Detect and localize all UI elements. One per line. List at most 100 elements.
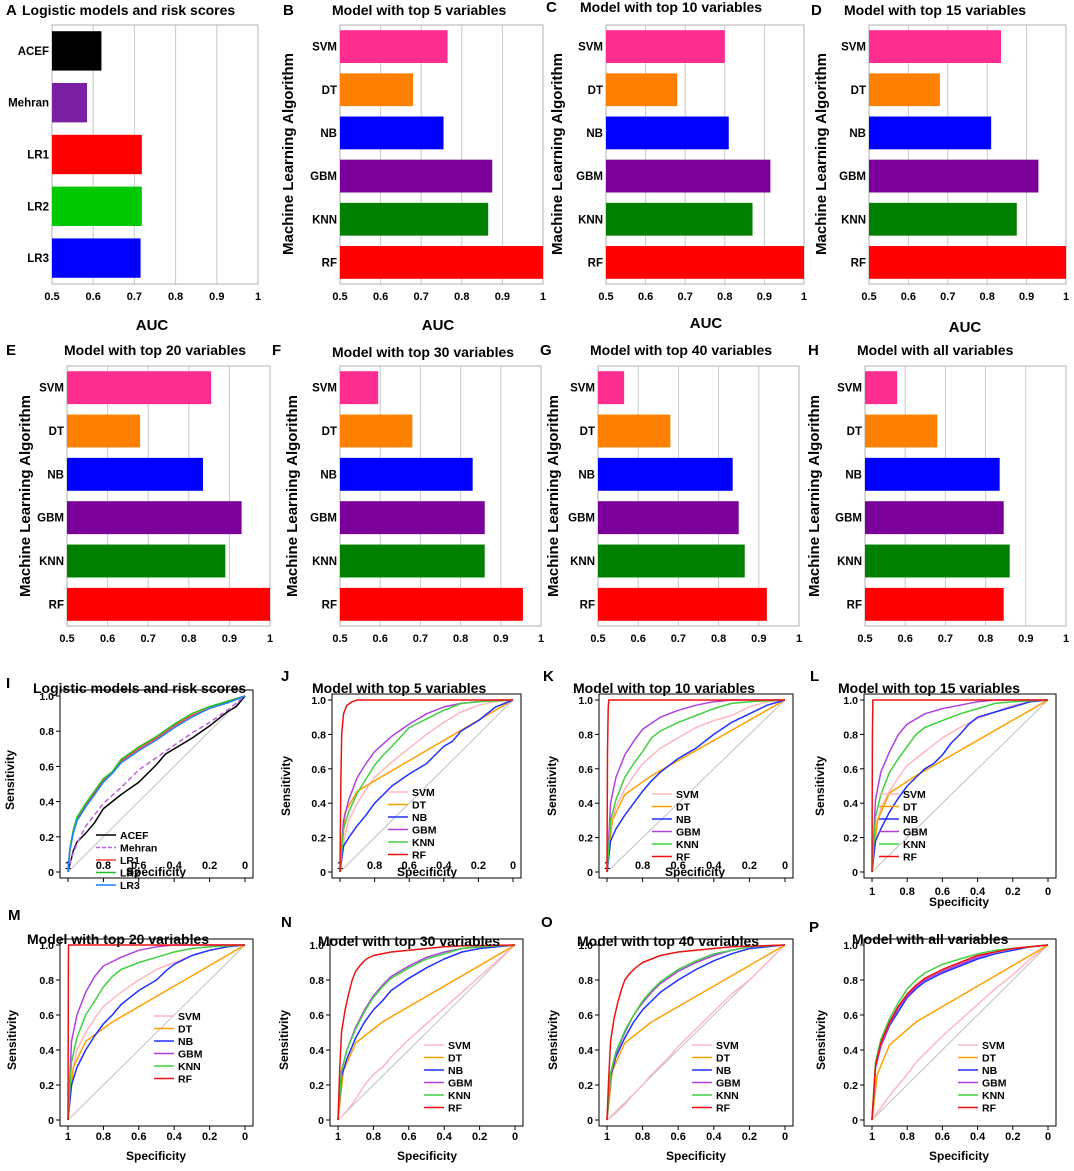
bar-svm [606,30,725,63]
legend-label: GBM [448,1078,473,1090]
legend-label: RF [676,852,691,864]
x-tick-label: 0.8 [635,1131,650,1143]
category-label: GBM [37,513,64,525]
bar-dt [340,414,413,448]
x-tick-label: 0.2 [742,1131,757,1143]
legend-label: SVM [676,789,699,801]
category-label: DT [322,85,337,97]
y-tick-label: 0 [48,867,54,879]
category-label: SVM [39,383,64,395]
bar-mehran [52,83,88,123]
x-tick-label: 0.4 [706,1131,722,1143]
x-tick-label: 0 [242,860,248,872]
y-tick-label: 0.2 [843,1080,858,1092]
x-tick-label: 0.7 [938,633,953,645]
legend-label: NB [178,1036,194,1048]
x-tick-label: 0.2 [1005,1131,1020,1143]
roc-curve-knn [606,944,786,1121]
y-axis-label: Sensitivity [813,756,827,816]
roc-curve-knn [871,699,1049,873]
roc-curve-knn [606,699,786,873]
bar-svm [340,30,448,63]
plot-frame [863,693,1057,879]
panel-letter: O [541,914,553,931]
y-tick-label: 0.6 [843,1010,858,1022]
x-tick-label: 1 [65,1131,71,1143]
bar-panel-g: 0.5 0.6 0.7 0.8 0.9 1 SVM DT NB GBM KNN RF G Model wi… [540,342,802,645]
bar-knn [606,202,753,236]
roc-curve-dt [871,944,1049,1121]
roc-panel-p: 0 0.2 0.4 0.6 0.8 1.0 1 0.8 0.6 0.4 0.2 0 SVMDTNBGBM… [809,919,1057,1163]
x-tick-label: 1 [255,291,261,303]
bar-nb [869,116,992,150]
category-label: GBM [839,171,866,183]
x-axis-label: AUC [690,315,723,332]
roc-curve-mehran [67,695,246,873]
category-label: NB [578,469,595,481]
bar-panel-e: 0.5 0.6 0.7 0.8 0.9 1 SVM DT NB GBM KNN RF E Model wi… [6,342,273,645]
panel-title: Model with top 5 variables [332,2,506,18]
roc-panel-k: 00.20.40.60.81.01 0.8 0.6 0.4 0.2 0SVMDTNBGBM… [543,668,794,882]
legend-label: SVM [903,789,926,801]
category-label: SVM [312,42,337,54]
x-tick-label: 0.7 [678,291,693,303]
plot-frame [863,938,1057,1127]
category-label: RF [322,257,337,269]
legend-label: KNN [448,1090,471,1102]
chance-diagonal [339,699,514,873]
y-tick-label: 0.2 [843,833,858,845]
roc-curve-rf [606,699,785,873]
bar-knn [340,202,489,236]
y-tick-label: 0.4 [843,1045,858,1057]
x-tick-label: 0.2 [202,860,217,872]
x-tick-label: 0.8 [711,633,726,645]
plot-frame [605,24,805,285]
bar-nb [340,457,473,491]
y-tick-label: 0.6 [843,764,858,776]
y-tick-label: 0.8 [578,729,593,741]
category-label: RF [851,257,866,269]
legend-label: NB [448,1065,464,1077]
x-tick-label: 0.4 [970,886,986,898]
y-tick-label: 1.0 [578,695,593,707]
category-label: KNN [39,556,64,568]
chance-diagonal [871,699,1049,873]
panel-letter: C [546,0,557,16]
y-tick-label: 0.2 [309,1080,324,1092]
x-tick-label: 0.6 [86,291,101,303]
x-tick-label: 0.8 [367,860,382,872]
roc-curve-svm [606,944,786,1121]
bar-svm [869,30,1001,63]
x-tick-label: 0.7 [940,291,955,303]
roc-curve-svm [339,699,514,873]
roc-curve-dt [871,699,1049,873]
legend-label: RF [448,1103,463,1115]
x-tick-label: 0.9 [1018,633,1033,645]
y-axis-label: Machine Learning Algorithm [545,395,562,597]
x-tick-label: 0 [512,1131,518,1143]
bar-lr2 [52,186,142,226]
panel-title: Model with top 30 variables [318,933,500,949]
bar-knn [67,544,226,578]
x-tick-label: 0.6 [373,291,388,303]
legend-label: DT [178,1024,193,1036]
bar-knn [340,544,485,578]
x-tick-label: 0.9 [222,633,237,645]
y-axis-label: Machine Learning Algorithm [549,53,566,255]
panel-title: Model with top 20 variables [27,931,209,947]
panel-title: Model with top 15 variables [838,680,1020,696]
x-tick-label: 0.8 [635,860,650,872]
x-axis-label: Specificity [929,895,989,909]
legend-label: DT [982,1053,997,1065]
panel-title: Logistic models and risk scores [33,680,246,696]
bar-panel-b: 0.5 0.6 0.7 0.8 0.9 1 SVM DT NB GBM KNN RF B Model wi… [280,2,546,334]
legend-label: SVM [412,787,435,799]
y-tick-label: 1.0 [578,940,593,952]
x-tick-label: 0.8 [96,1131,111,1143]
bar-dt [869,73,940,107]
category-label: DT [580,426,595,438]
legend-label: RF [982,1103,997,1115]
bar-gbm [869,159,1039,193]
plot-frame [59,938,254,1127]
